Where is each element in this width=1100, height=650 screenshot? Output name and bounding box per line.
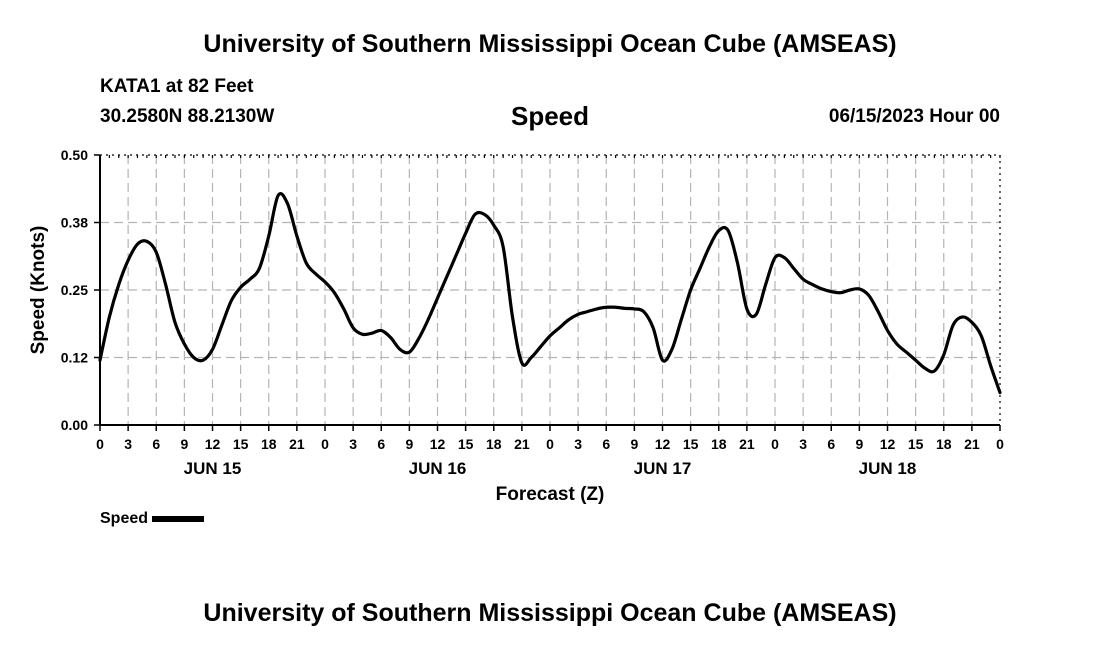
axis-labels: Forecast (Z) Speed (Knots) bbox=[28, 226, 604, 505]
y-tick-label: 0.12 bbox=[61, 350, 88, 366]
x-tick-label: 12 bbox=[880, 436, 896, 452]
x-tick-label: 18 bbox=[486, 436, 502, 452]
x-tick-label: 6 bbox=[827, 436, 835, 452]
day-label: JUN 18 bbox=[859, 459, 917, 478]
x-tick-label: 3 bbox=[574, 436, 582, 452]
plot-frame bbox=[99, 154, 1001, 426]
x-axis-title: Forecast (Z) bbox=[496, 484, 605, 505]
legend-label: Speed bbox=[100, 510, 149, 527]
station-label: KATA1 at 82 Feet bbox=[100, 76, 254, 97]
legend-swatch bbox=[152, 516, 205, 522]
y-tick-label: 0.50 bbox=[61, 147, 88, 163]
chart-title: Speed bbox=[510, 101, 590, 131]
x-tick-label: 9 bbox=[630, 436, 638, 452]
x-tick-label: 18 bbox=[711, 436, 727, 452]
x-tick-label: 15 bbox=[908, 436, 924, 452]
x-tick-label: 3 bbox=[124, 436, 132, 452]
day-label: JUN 17 bbox=[634, 459, 692, 478]
x-tick-label: 12 bbox=[430, 436, 446, 452]
x-tick-label: 0 bbox=[771, 436, 779, 452]
y-tick-label: 0.00 bbox=[61, 417, 88, 433]
x-tick-label: 0 bbox=[321, 436, 329, 452]
x-tick-label: 3 bbox=[799, 436, 807, 452]
axis-ticks: 0.00 0.12 0.25 0.38 0.50 0 3 6 9 12 15 18 21 0 3 6 9 12 15… bbox=[61, 147, 1004, 478]
day-label: JUN 16 bbox=[409, 459, 467, 478]
x-tick-label: 12 bbox=[655, 436, 671, 452]
page-title: University of Southern Mississippi Ocean… bbox=[203, 30, 897, 58]
x-tick-label: 9 bbox=[855, 436, 863, 452]
x-tick-label: 0 bbox=[96, 436, 104, 452]
x-tick-label: 15 bbox=[458, 436, 474, 452]
x-tick-label: 21 bbox=[514, 436, 530, 452]
x-tick-label: 6 bbox=[377, 436, 385, 452]
footer-title: University of Southern Mississippi Ocean… bbox=[203, 599, 897, 627]
y-axis-title: Speed (Knots) bbox=[28, 226, 49, 355]
speed-series-line bbox=[98, 191, 1002, 395]
legend: Speed bbox=[100, 510, 205, 528]
forecast-timestamp: 06/15/2023 Hour 00 bbox=[828, 106, 1000, 127]
x-tick-label: 15 bbox=[683, 436, 699, 452]
coordinates-label: 30.2580N 88.2130W bbox=[100, 106, 275, 127]
grid-lines bbox=[100, 155, 1000, 425]
x-tick-label: 18 bbox=[261, 436, 277, 452]
x-tick-label: 15 bbox=[233, 436, 249, 452]
x-tick-label: 0 bbox=[996, 436, 1004, 452]
day-label: JUN 15 bbox=[184, 459, 242, 478]
x-tick-label: 3 bbox=[349, 436, 357, 452]
x-tick-label: 6 bbox=[152, 436, 160, 452]
x-tick-label: 9 bbox=[180, 436, 188, 452]
x-tick-label: 9 bbox=[405, 436, 413, 452]
x-tick-label: 0 bbox=[546, 436, 554, 452]
x-tick-label: 21 bbox=[289, 436, 305, 452]
x-tick-label: 12 bbox=[205, 436, 221, 452]
y-tick-label: 0.25 bbox=[61, 282, 88, 298]
x-tick-label: 6 bbox=[602, 436, 610, 452]
x-tick-label: 21 bbox=[964, 436, 980, 452]
y-tick-label: 0.38 bbox=[61, 215, 88, 231]
x-tick-label: 18 bbox=[936, 436, 952, 452]
series-layer bbox=[98, 191, 1002, 395]
x-tick-label: 21 bbox=[739, 436, 755, 452]
